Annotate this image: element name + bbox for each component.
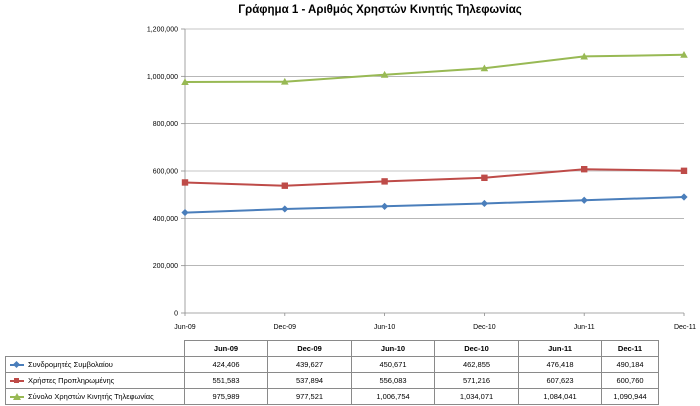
data-cell: 537,894 <box>267 372 352 389</box>
data-cell: 476,418 <box>518 356 602 373</box>
data-table-header-row: Jun-09 Dec-09 Jun-10 Dec-10 Jun-11 Dec-1… <box>6 340 659 357</box>
y-tick-label: 1,200,000 <box>147 27 178 34</box>
data-point <box>680 167 688 175</box>
data-cell: 556,083 <box>351 372 435 389</box>
x-tick-label: Jun-10 <box>374 324 396 331</box>
data-point <box>580 52 588 60</box>
data-point <box>181 78 189 86</box>
diamond-marker-icon <box>10 360 24 369</box>
data-table-header: Dec-09 <box>267 340 352 357</box>
data-point <box>480 64 489 72</box>
legend-entry: Συνδρομητές Συμβολαίου <box>5 356 185 373</box>
data-table: Jun-09 Dec-09 Jun-10 Dec-10 Jun-11 Dec-1… <box>5 340 659 405</box>
data-cell: 490,184 <box>601 356 659 373</box>
data-table-row: Χρήστες Προπληρωμένης 551,583 537,894 55… <box>5 372 659 389</box>
data-table-header: Jun-09 <box>184 340 268 357</box>
chart-title: Γράφημα 1 - Αριθμός Χρηστών Κινητής Τηλε… <box>238 4 522 16</box>
series-line <box>184 53 685 83</box>
data-cell: 1,006,754 <box>351 388 435 405</box>
data-table-header: Dec-10 <box>434 340 519 357</box>
data-cell: 424,406 <box>184 356 268 373</box>
data-point <box>480 199 488 208</box>
data-point <box>281 205 289 213</box>
x-tick-label: Dec-09 <box>274 324 297 331</box>
data-point <box>381 178 388 185</box>
data-table-header: Jun-10 <box>351 340 435 357</box>
x-tick-label: Jun-09 <box>174 324 196 331</box>
data-cell: 607,623 <box>518 372 602 389</box>
data-cell: 439,627 <box>267 356 352 373</box>
data-table-corner <box>6 341 185 357</box>
data-cell: 571,216 <box>434 372 519 389</box>
data-cell: 600,760 <box>601 372 659 389</box>
triangle-marker-icon <box>10 393 24 401</box>
data-point <box>481 174 488 182</box>
x-tick-label: Dec-11 <box>674 324 696 331</box>
data-cell: 551,583 <box>184 372 268 389</box>
x-tick-label: Jun-11 <box>574 324 595 331</box>
legend-entry: Χρήστες Προπληρωμένης <box>5 372 185 389</box>
series-name: Σύνολο Χρηστών Κινητής Τηλεφωνίας <box>28 391 154 401</box>
line-chart: 0 200,000 400,000 600,000 800,000 1,000,000 1,… <box>147 27 696 332</box>
y-tick-label: 600,000 <box>153 169 178 176</box>
data-point <box>580 196 588 204</box>
data-point <box>680 193 688 201</box>
data-table-row: Σύνολο Χρηστών Κινητής Τηλεφωνίας 975,98… <box>5 388 659 405</box>
y-tick-label: 200,000 <box>153 263 178 270</box>
y-tick-label: 1,000,000 <box>147 74 178 81</box>
data-point <box>680 51 688 58</box>
series-line <box>184 168 685 187</box>
data-cell: 975,989 <box>184 388 268 405</box>
x-tick-label: Dec-10 <box>473 324 496 331</box>
data-cell: 450,671 <box>351 356 435 373</box>
data-point <box>581 165 588 173</box>
y-tick-label: 400,000 <box>153 216 178 223</box>
data-table-header: Dec-11 <box>601 340 659 357</box>
series-name: Συνδρομητές Συμβολαίου <box>28 359 113 369</box>
data-table-row: Συνδρομητές Συμβολαίου 424,406 439,627 4… <box>5 356 659 373</box>
series-name: Χρήστες Προπληρωμένης <box>28 375 115 385</box>
data-cell: 1,090,944 <box>601 388 659 405</box>
series-line <box>184 196 685 214</box>
data-cell: 977,521 <box>267 388 352 405</box>
legend-entry: Σύνολο Χρηστών Κινητής Τηλεφωνίας <box>5 388 185 405</box>
y-tick-label: 0 <box>174 311 178 318</box>
y-tick-label: 800,000 <box>153 121 178 128</box>
data-point <box>281 77 289 85</box>
data-cell: 1,034,071 <box>434 388 519 405</box>
square-marker-icon <box>10 377 24 385</box>
data-point <box>181 208 189 217</box>
data-point <box>281 182 288 189</box>
data-table-header: Jun-11 <box>518 340 602 357</box>
data-point <box>380 70 389 78</box>
data-point <box>381 202 389 210</box>
data-cell: 1,084,041 <box>518 388 602 405</box>
data-cell: 462,855 <box>434 356 519 373</box>
data-point <box>181 179 189 186</box>
